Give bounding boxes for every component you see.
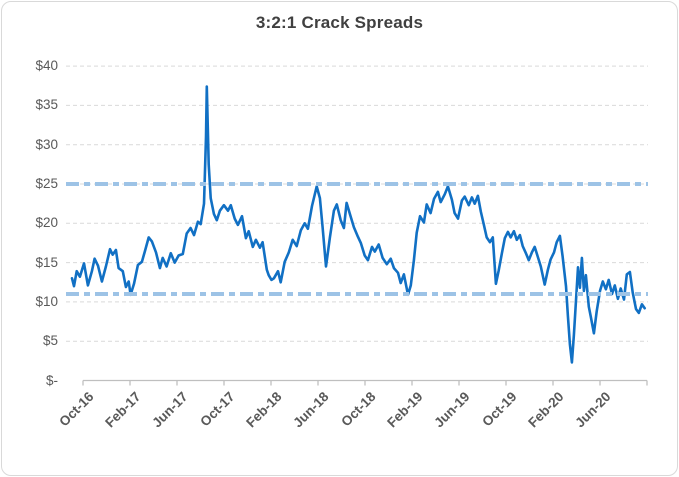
y-axis-tick-label: $5 xyxy=(42,333,58,349)
y-axis-tick-label: $- xyxy=(45,372,58,388)
y-axis-tick-label: $20 xyxy=(35,215,58,231)
y-axis-tick-label: $40 xyxy=(35,58,58,74)
y-axis-tick-label: $25 xyxy=(35,176,58,191)
chart-title: 3:2:1 Crack Spreads xyxy=(255,13,424,32)
y-axis-tick-label: $10 xyxy=(35,293,58,309)
y-axis-tick-label: $15 xyxy=(35,254,58,270)
crack-spread-line xyxy=(70,85,647,364)
y-axis-tick-label: $30 xyxy=(35,136,58,152)
y-axis-tick-label: $35 xyxy=(35,97,58,113)
